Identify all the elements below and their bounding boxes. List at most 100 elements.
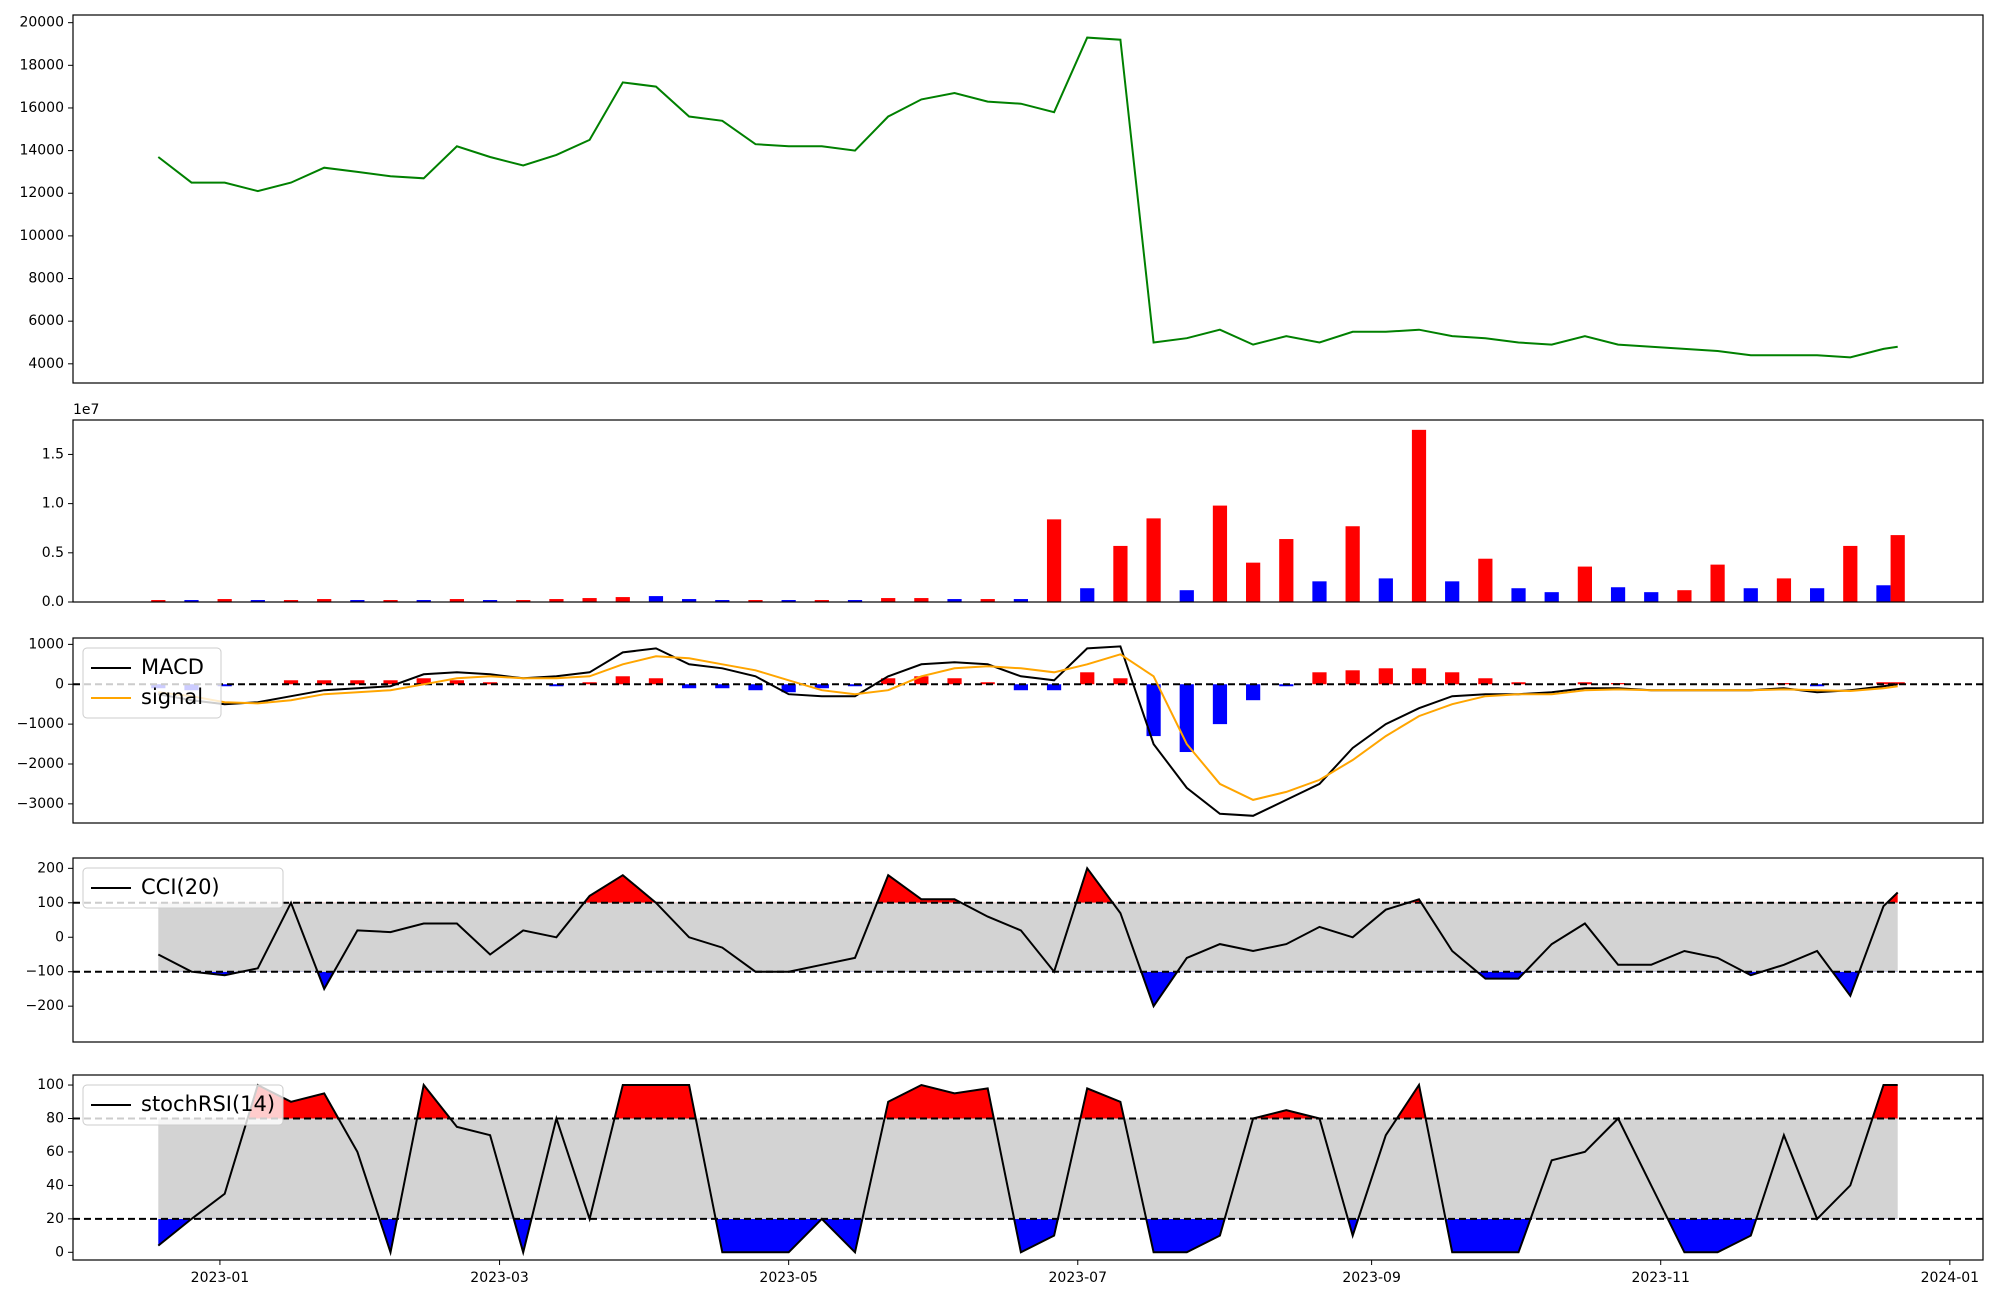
volume-bar bbox=[1146, 518, 1161, 602]
y-tick-label: 1.5 bbox=[42, 446, 64, 462]
volume-bar bbox=[1345, 526, 1360, 602]
histogram-bar bbox=[1345, 670, 1360, 685]
volume-bar bbox=[1246, 562, 1261, 602]
histogram-bar bbox=[648, 678, 664, 685]
series-line bbox=[158, 645, 1898, 817]
legend-label: MACD bbox=[141, 655, 204, 679]
volume-bar bbox=[1810, 588, 1825, 602]
y-tick-label: 1.0 bbox=[42, 496, 64, 512]
y-tick-label: 18000 bbox=[19, 57, 64, 73]
volume-bar bbox=[980, 599, 995, 602]
axes-frame bbox=[72, 419, 1984, 603]
volume-bar bbox=[1411, 429, 1427, 602]
volume-bar bbox=[1212, 505, 1228, 602]
y-tick-label: −3000 bbox=[17, 796, 64, 812]
legend-label: signal bbox=[141, 685, 203, 709]
volume-bar bbox=[1046, 519, 1062, 602]
volume-bar bbox=[1511, 588, 1526, 602]
y-tick-label: 100 bbox=[37, 1077, 64, 1093]
neutral-band bbox=[158, 1118, 1898, 1219]
histogram-bar bbox=[1246, 684, 1261, 701]
volume-bar bbox=[350, 600, 365, 602]
legend-box bbox=[82, 867, 284, 909]
axes-frame bbox=[72, 14, 1984, 384]
y-tick-label: −1000 bbox=[17, 716, 64, 732]
histogram-bar bbox=[1312, 672, 1327, 685]
y-tick-label: 20000 bbox=[19, 15, 64, 31]
histogram-bar bbox=[582, 682, 597, 685]
neutral-band bbox=[158, 902, 1898, 972]
histogram-bar bbox=[1445, 672, 1460, 685]
histogram-bar bbox=[1212, 684, 1228, 725]
plot-area bbox=[151, 429, 1905, 602]
volume-bar bbox=[549, 599, 564, 602]
volume-bar bbox=[151, 600, 166, 602]
volume-bar bbox=[847, 600, 863, 602]
volume-bar bbox=[250, 600, 265, 602]
histogram-bar bbox=[715, 684, 730, 689]
y-tick-label: 0.5 bbox=[42, 545, 64, 561]
volume-bar bbox=[1843, 545, 1858, 602]
y-tick-label: 20 bbox=[46, 1211, 64, 1227]
volume-bar bbox=[449, 599, 465, 602]
histogram-bar bbox=[947, 678, 962, 685]
y-tick-label: 60 bbox=[46, 1144, 64, 1160]
y-tick-label: 200 bbox=[37, 860, 64, 876]
x-tick-label: 2023-05 bbox=[759, 1270, 818, 1286]
series-line bbox=[158, 653, 1898, 801]
volume-bar bbox=[1890, 535, 1905, 602]
volume-bar bbox=[881, 598, 896, 602]
oversold-fill bbox=[158, 1218, 1898, 1253]
histogram-bar bbox=[1411, 668, 1427, 685]
offset-text: 1e7 bbox=[73, 402, 99, 418]
volume-bar bbox=[1577, 566, 1592, 602]
histogram-bar bbox=[1013, 684, 1028, 691]
volume-bar bbox=[947, 599, 962, 602]
histogram-bar bbox=[449, 680, 465, 685]
plot-area bbox=[73, 645, 1983, 817]
axes-frame bbox=[72, 637, 1984, 824]
volume-bar bbox=[582, 598, 597, 602]
legend-box bbox=[82, 647, 222, 719]
axes-frame bbox=[72, 1074, 1984, 1261]
y-tick-label: 8000 bbox=[28, 271, 64, 287]
volume-bar bbox=[1743, 588, 1758, 602]
legend-label: CCI(20) bbox=[141, 875, 220, 899]
volume-bar bbox=[1179, 590, 1194, 602]
volume-bar bbox=[317, 599, 332, 602]
histogram-bar bbox=[383, 680, 398, 685]
volume-bar bbox=[1312, 581, 1327, 602]
histogram-bar bbox=[682, 684, 697, 689]
y-tick-label: 1000 bbox=[28, 636, 64, 652]
y-tick-label: 0.0 bbox=[42, 594, 64, 610]
histogram-bar bbox=[914, 676, 929, 685]
x-tick-label: 2023-11 bbox=[1631, 1270, 1690, 1286]
volume-bar bbox=[1445, 581, 1460, 602]
legend-label: stochRSI(14) bbox=[141, 1092, 275, 1116]
volume-bar bbox=[1544, 592, 1559, 602]
axes-frame bbox=[72, 857, 1984, 1043]
histogram-bar bbox=[283, 680, 299, 685]
y-tick-label: 100 bbox=[37, 895, 64, 911]
histogram-bar bbox=[615, 676, 630, 685]
x-tick-label: 2023-07 bbox=[1049, 1270, 1108, 1286]
y-tick-label: 12000 bbox=[19, 185, 64, 201]
histogram-bar bbox=[416, 678, 431, 685]
y-tick-label: 40 bbox=[46, 1177, 64, 1193]
volume-bar bbox=[615, 597, 630, 602]
x-tick-label: 2023-01 bbox=[191, 1270, 250, 1286]
series-line bbox=[157, 1082, 1898, 1257]
volume-bar bbox=[1013, 599, 1028, 602]
volume-bar bbox=[914, 598, 929, 602]
y-tick-label: 4000 bbox=[28, 356, 64, 372]
x-tick-label: 2023-03 bbox=[470, 1270, 529, 1286]
histogram-bar bbox=[748, 684, 763, 691]
volume-bar bbox=[1876, 585, 1891, 602]
volume-bar bbox=[1644, 592, 1659, 602]
y-tick-label: 6000 bbox=[28, 313, 64, 329]
histogram-bar bbox=[1113, 678, 1128, 685]
volume-bar bbox=[715, 600, 730, 602]
volume-bar bbox=[648, 596, 664, 602]
y-tick-label: 16000 bbox=[19, 100, 64, 116]
